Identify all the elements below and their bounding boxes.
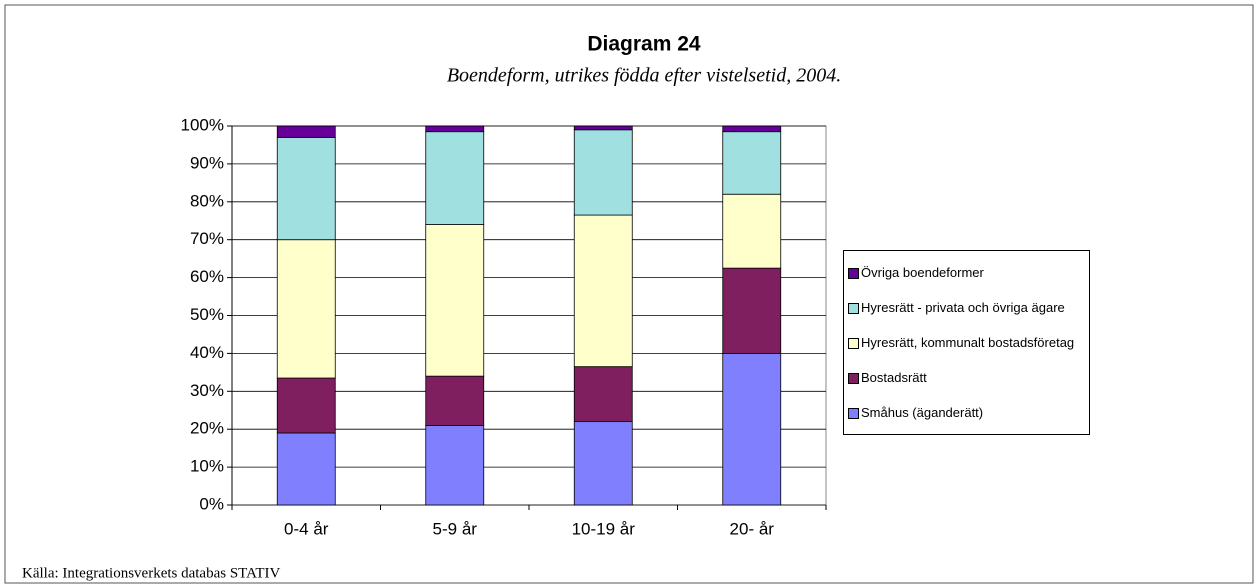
chart-subtitle: Boendeform, utrikes födda efter vistelse… <box>447 65 841 87</box>
source: Källa: Integrationsverkets databas STATI… <box>22 565 280 581</box>
y-tick-label: 100% <box>181 115 224 134</box>
bar-segment <box>722 352 782 506</box>
bar-segment <box>573 366 633 423</box>
legend-item: Hyresrätt - privata och övriga ägare <box>848 299 1085 315</box>
bar-segment <box>722 131 782 195</box>
legend-label: Hyresrätt - privata och övriga ägare <box>861 299 1065 315</box>
bar-segment <box>722 125 782 133</box>
legend-swatch <box>848 302 859 314</box>
bar-segment <box>425 125 485 133</box>
y-tick-label: 70% <box>190 229 224 248</box>
legend-swatch <box>848 407 859 419</box>
legend-swatch <box>848 337 859 349</box>
y-tick-label: 60% <box>190 267 224 286</box>
bar-segment <box>573 129 633 216</box>
legend-item: Övriga boendeformer <box>848 264 1085 280</box>
x-tick-label: 20- år <box>730 519 775 538</box>
y-tick-label: 30% <box>190 381 224 400</box>
legend-label: Bostadsrätt <box>861 369 927 385</box>
legend-item: Småhus (äganderätt) <box>848 404 1085 420</box>
bar-segment <box>573 421 633 506</box>
legend-swatch <box>848 267 859 279</box>
bar-segment <box>276 432 336 506</box>
y-tick-label: 40% <box>190 343 224 362</box>
y-tick-label: 80% <box>190 191 224 210</box>
bar-segment <box>425 131 485 225</box>
x-tick-label: 10-19 år <box>572 519 636 538</box>
y-tick-label: 20% <box>190 419 224 438</box>
chart-title: Diagram 24 <box>587 33 701 56</box>
x-tick-label: 0-4 år <box>284 519 329 538</box>
bar-segment <box>573 214 633 368</box>
y-tick-label: 0% <box>199 494 224 513</box>
legend-label: Hyresrätt, kommunalt bostadsföretag <box>861 334 1075 350</box>
legend-item: Bostadsrätt <box>848 369 1085 385</box>
y-tick-label: 50% <box>190 305 224 324</box>
y-tick-label: 10% <box>190 457 224 476</box>
bar-segment <box>425 224 485 377</box>
legend: Småhus (äganderätt) Bostadsrätt Hyresrätt,… <box>843 250 1090 435</box>
bar-segment <box>276 239 336 379</box>
y-tick-label: 90% <box>190 153 224 172</box>
bar-segment <box>276 136 336 241</box>
bar-segment <box>722 267 782 354</box>
legend-swatch <box>848 372 859 384</box>
x-tick-label: 5-9 år <box>433 519 478 538</box>
bar-segment <box>425 425 485 506</box>
bar-segment <box>573 125 633 131</box>
legend-label: Övriga boendeformer <box>861 264 984 280</box>
legend-label: Småhus (äganderätt) <box>861 404 984 420</box>
bar-segment <box>425 375 485 426</box>
frame <box>4 4 1254 584</box>
legend-item: Hyresrätt, kommunalt bostadsföretag <box>848 334 1085 350</box>
bar-segment <box>722 193 782 269</box>
bar-segment <box>276 377 336 434</box>
bar-segment <box>276 125 336 138</box>
